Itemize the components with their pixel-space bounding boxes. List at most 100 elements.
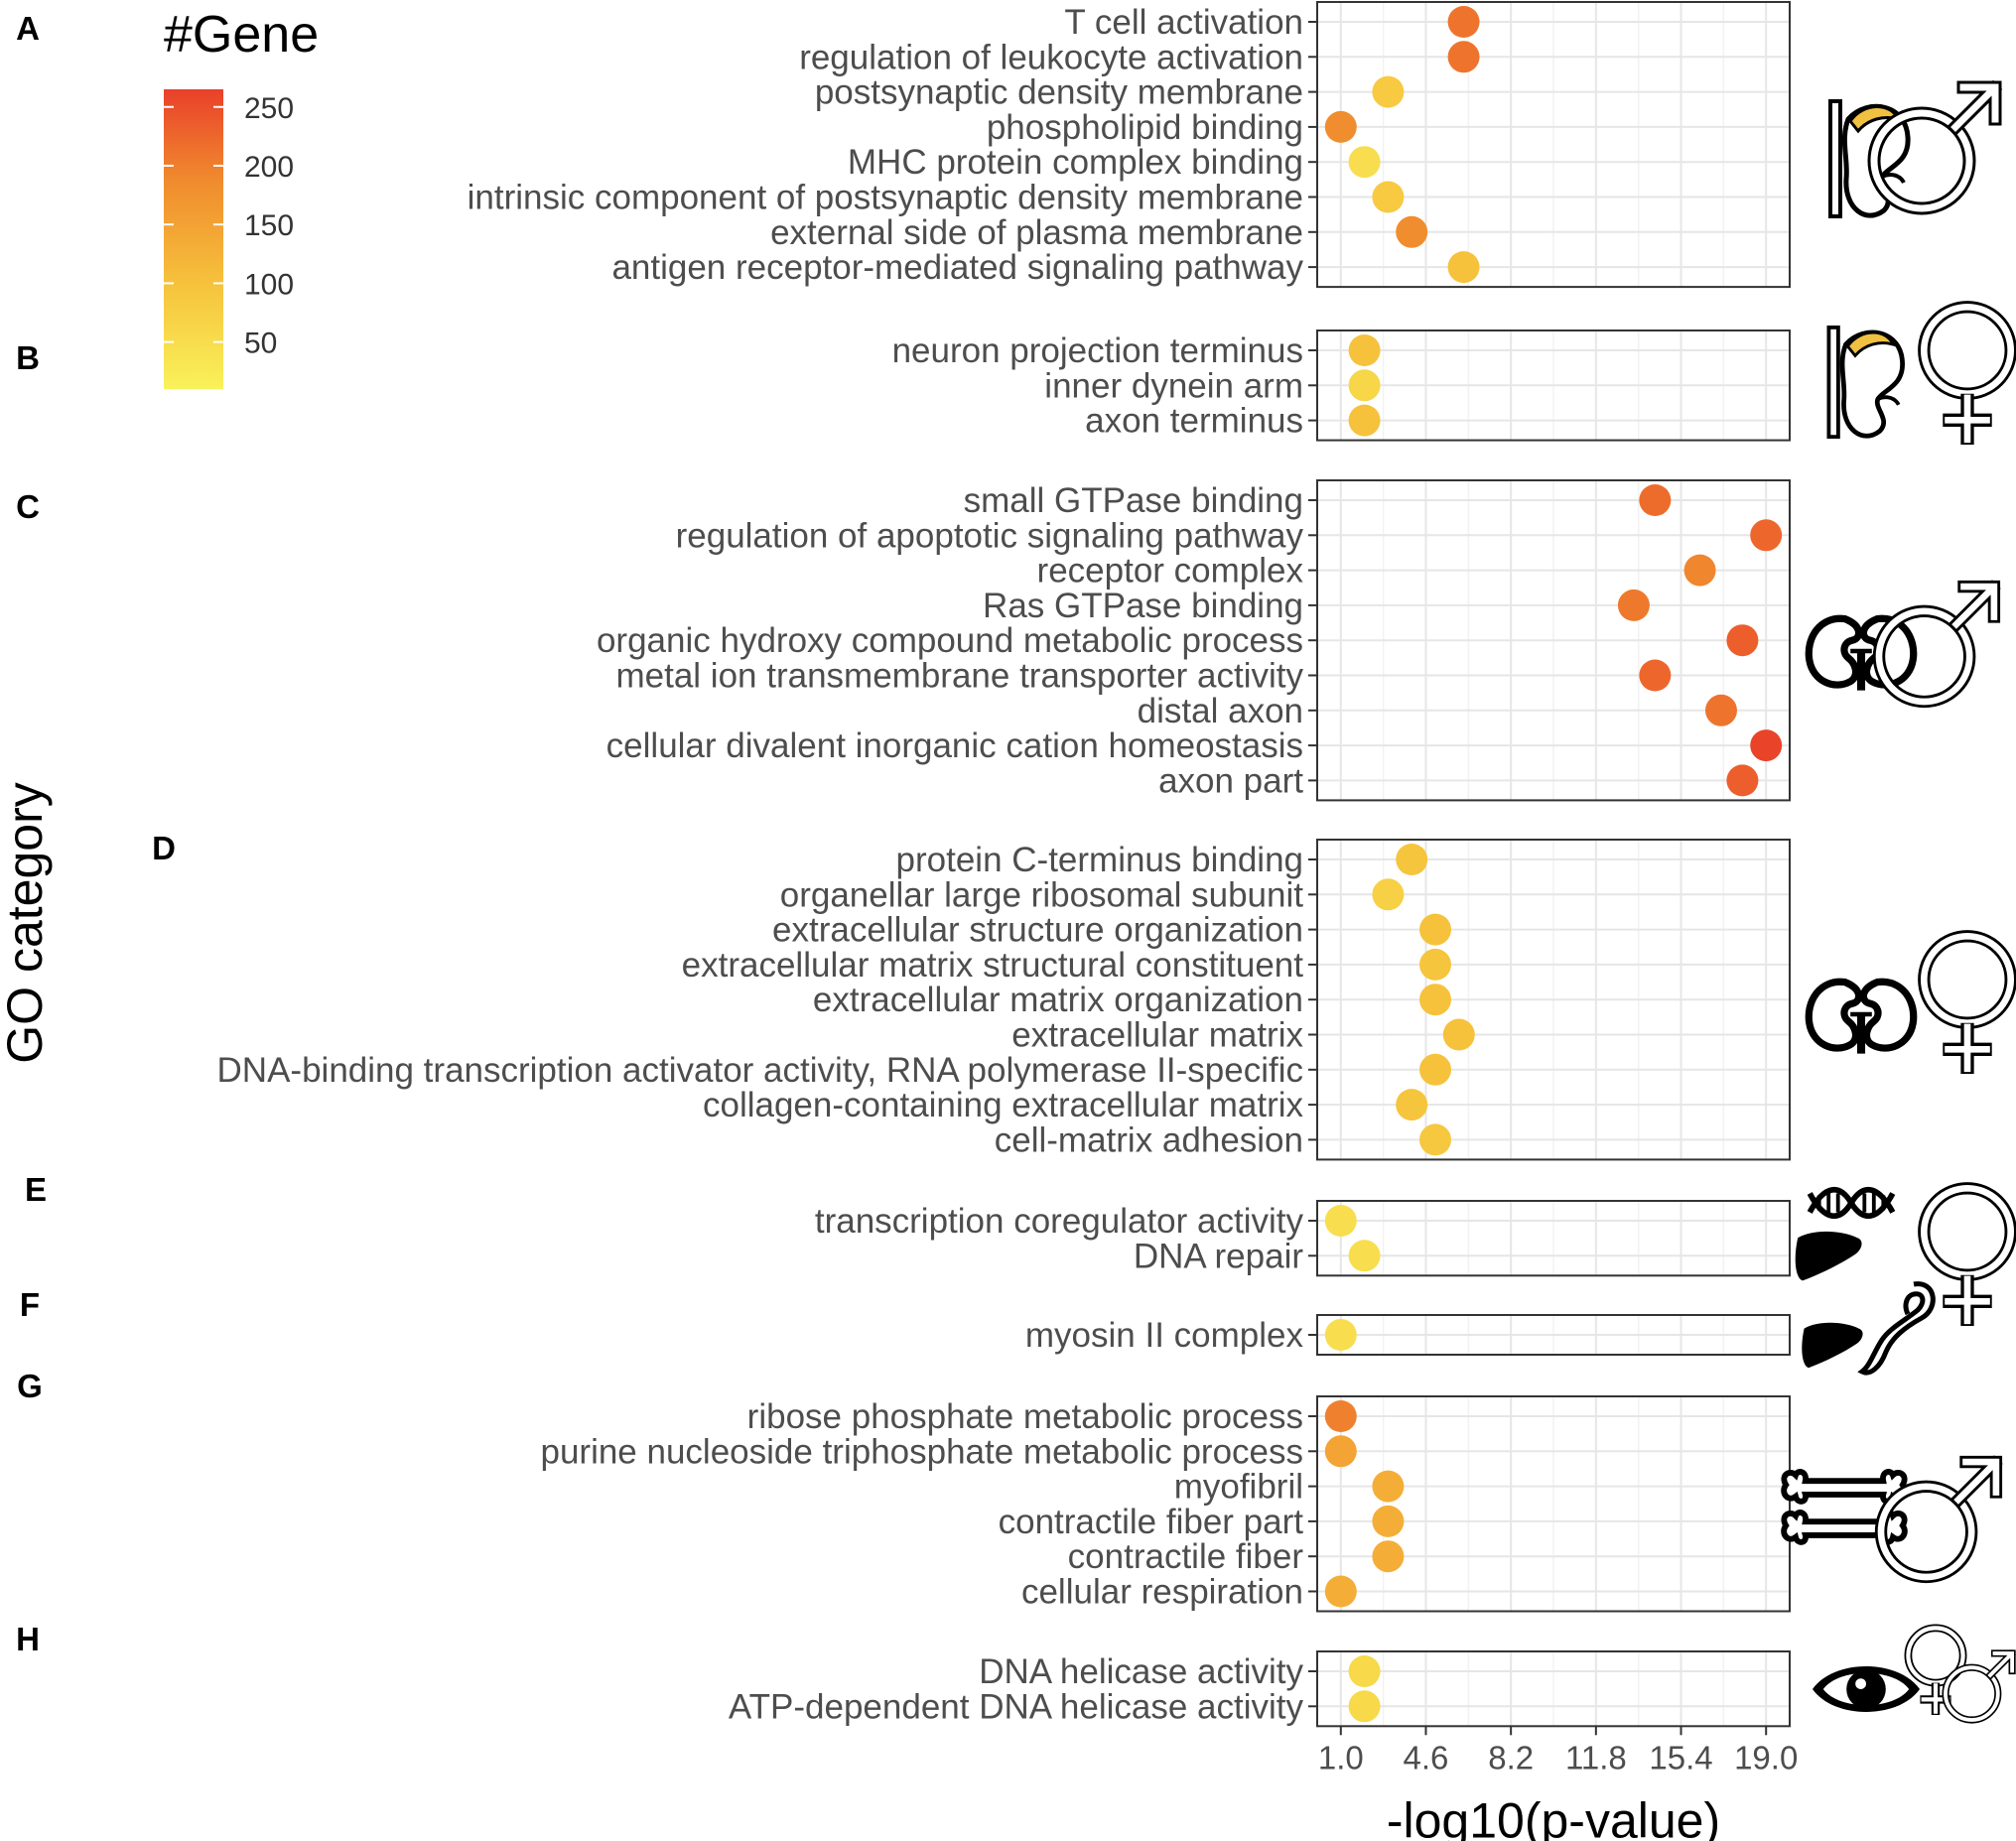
go-term-label: DNA repair: [1134, 1237, 1304, 1275]
kidney-with-adrenal-icon: [1828, 328, 1902, 437]
data-point: [1348, 1655, 1381, 1687]
go-term-label: metal ion transmembrane transporter acti…: [616, 657, 1304, 696]
data-point: [1683, 554, 1716, 587]
data-point: [1348, 146, 1381, 179]
data-point: [1372, 1470, 1405, 1503]
legend-colorbar: [164, 89, 223, 389]
data-point: [1324, 1400, 1357, 1432]
x-tick-label: 15.4: [1649, 1739, 1712, 1775]
go-term-label: small GTPase binding: [964, 481, 1303, 520]
go-term-label: regulation of leukocyte activation: [799, 38, 1303, 76]
go-term-label: extracellular matrix organization: [813, 981, 1303, 1019]
panel-g: ribose phosphate metabolic processpurine…: [17, 1368, 1791, 1613]
liver-icon: [1795, 1231, 1862, 1281]
bone-icon: [1784, 1472, 1905, 1502]
panel-letter: F: [20, 1286, 40, 1323]
data-point: [1324, 1205, 1357, 1237]
panel-border: [1316, 1314, 1791, 1356]
data-point: [1419, 1053, 1451, 1086]
y-axis-title: GO category: [0, 782, 53, 1063]
legend-tick-label: 150: [244, 209, 294, 242]
data-point: [1348, 1690, 1381, 1723]
panel-letter: H: [16, 1621, 40, 1657]
data-point: [1750, 519, 1783, 552]
go-term-label: extracellular matrix structural constitu…: [682, 946, 1304, 985]
data-point: [1704, 694, 1737, 726]
data-point: [1442, 1018, 1475, 1051]
panel-letter: E: [25, 1171, 47, 1208]
liver-icon: [1802, 1322, 1863, 1369]
legend-tick-label: 50: [244, 328, 277, 360]
data-point: [1726, 764, 1759, 797]
data-point: [1372, 878, 1405, 911]
female-symbol-icon: [1924, 1188, 2010, 1326]
data-point: [1348, 369, 1381, 402]
eye-icon: [1813, 1666, 1920, 1712]
data-point: [1447, 6, 1480, 38]
go-term-label: inner dynein arm: [1044, 366, 1303, 405]
panel-letter: C: [16, 488, 40, 525]
legend-title: #Gene: [164, 6, 319, 64]
go-term-label: DNA helicase activity: [979, 1652, 1303, 1691]
go-term-label: cellular divalent inorganic cation homeo…: [606, 726, 1303, 765]
panel-border: [1316, 839, 1791, 1161]
go-term-label: contractile fiber part: [999, 1503, 1304, 1541]
go-term-label: purine nucleoside triphosphate metabolic…: [540, 1432, 1303, 1471]
data-point: [1396, 215, 1428, 248]
go-term-label: ATP-dependent DNA helicase activity: [729, 1687, 1304, 1726]
male-symbol-icon: [1946, 1653, 2012, 1720]
go-term-label: cell-matrix adhesion: [995, 1120, 1303, 1159]
panel-f: myosin II complex F: [20, 1286, 1791, 1356]
kidneys-icon: [1809, 618, 1913, 690]
panel-border: [1316, 1200, 1791, 1277]
go-term-label: transcription coregulator activity: [815, 1202, 1304, 1241]
data-point: [1372, 1540, 1405, 1573]
go-term-label: collagen-containing extracellular matrix: [703, 1086, 1304, 1124]
legend-tick-label: 200: [244, 151, 294, 184]
data-point: [1348, 404, 1381, 437]
data-point: [1419, 913, 1451, 946]
data-point: [1396, 844, 1428, 875]
go-term-label: postsynaptic density membrane: [815, 73, 1303, 112]
panel-border: [1316, 1650, 1791, 1728]
x-tick-label: 4.6: [1404, 1739, 1449, 1775]
go-term-label: MHC protein complex binding: [848, 143, 1303, 182]
go-term-label: Ras GTPase binding: [983, 587, 1303, 625]
female-symbol-icon: [1924, 936, 2010, 1074]
data-point: [1447, 41, 1480, 73]
data-point: [1396, 1089, 1428, 1121]
go-term-label: T cell activation: [1064, 3, 1303, 42]
go-term-label: regulation of apoptotic signaling pathwa…: [676, 516, 1304, 555]
go-term-label: receptor complex: [1037, 552, 1304, 591]
panel-border: [1316, 479, 1791, 802]
panel-letter: A: [16, 10, 40, 47]
panel-letter: B: [16, 339, 40, 376]
data-point: [1447, 251, 1480, 284]
data-point: [1419, 948, 1451, 981]
intestine-icon: [1862, 1284, 1933, 1373]
go-term-label: ribose phosphate metabolic process: [747, 1397, 1303, 1436]
data-point: [1324, 1319, 1357, 1351]
x-tick-label: 19.0: [1734, 1739, 1798, 1775]
data-point: [1348, 1240, 1381, 1272]
data-point: [1639, 659, 1672, 692]
go-term-label: organic hydroxy compound metabolic proce…: [597, 621, 1303, 660]
go-term-label: protein C-terminus binding: [896, 841, 1303, 879]
data-point: [1617, 589, 1650, 621]
data-point: [1324, 1575, 1357, 1608]
data-point: [1750, 729, 1783, 762]
panel-letter: G: [17, 1368, 43, 1404]
go-term-label: phospholipid binding: [987, 108, 1303, 147]
go-term-label: distal axon: [1138, 692, 1303, 730]
panel-border: [1316, 1395, 1791, 1613]
go-term-label: extracellular matrix: [1011, 1016, 1303, 1055]
go-term-label: cellular respiration: [1021, 1573, 1303, 1612]
go-term-label: myofibril: [1174, 1468, 1303, 1507]
go-term-label: intrinsic component of postsynaptic dens…: [468, 179, 1303, 217]
go-term-label: axon part: [1158, 761, 1303, 800]
